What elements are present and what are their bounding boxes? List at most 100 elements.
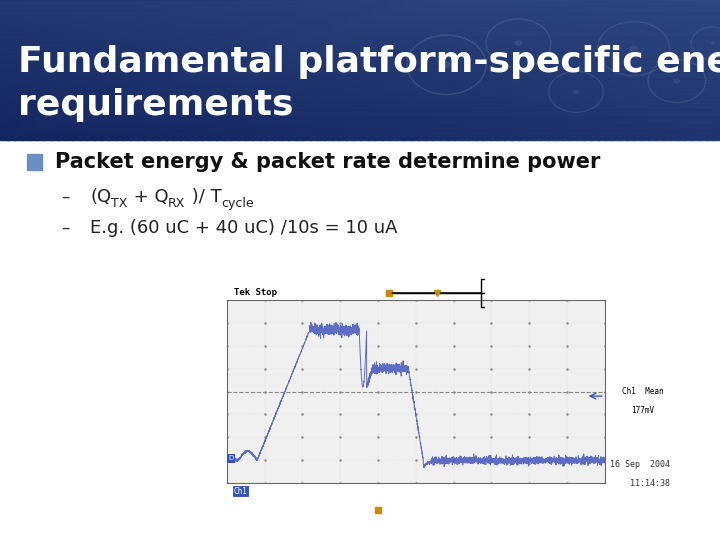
Bar bbox=[482, 0, 491, 140]
Bar bbox=[0, 126, 720, 128]
Text: D: D bbox=[229, 455, 234, 461]
Bar bbox=[0, 85, 720, 87]
Bar bbox=[0, 137, 720, 139]
Bar bbox=[353, 0, 361, 140]
Bar bbox=[180, 0, 189, 140]
Bar bbox=[526, 0, 534, 140]
Bar bbox=[655, 0, 664, 140]
Bar bbox=[166, 0, 174, 140]
Bar bbox=[382, 0, 390, 140]
Bar bbox=[461, 0, 469, 140]
Bar bbox=[468, 0, 477, 140]
Bar bbox=[0, 89, 720, 91]
Bar bbox=[36, 0, 45, 140]
Bar bbox=[0, 103, 720, 105]
Text: Fundamental platform-specific energy: Fundamental platform-specific energy bbox=[18, 45, 720, 79]
Bar bbox=[202, 0, 210, 140]
Circle shape bbox=[710, 41, 716, 45]
Circle shape bbox=[515, 40, 522, 46]
Bar bbox=[691, 0, 700, 140]
Bar bbox=[0, 14, 720, 16]
Text: A  Ch1  /  118mV: A Ch1 / 118mV bbox=[465, 487, 539, 496]
Bar bbox=[439, 0, 448, 140]
Bar bbox=[187, 0, 196, 140]
Bar bbox=[0, 86, 720, 89]
Bar bbox=[0, 106, 720, 108]
Bar bbox=[0, 50, 720, 52]
Bar bbox=[0, 68, 720, 70]
Text: Ch1: Ch1 bbox=[233, 487, 248, 496]
Bar bbox=[338, 0, 347, 140]
Bar bbox=[0, 78, 720, 80]
Bar bbox=[396, 0, 405, 140]
Bar bbox=[0, 16, 720, 18]
Bar bbox=[0, 120, 720, 122]
Bar bbox=[317, 0, 325, 140]
Bar bbox=[0, 84, 720, 86]
Bar bbox=[0, 30, 720, 32]
Bar bbox=[230, 0, 239, 140]
Bar bbox=[0, 37, 720, 39]
Bar bbox=[0, 56, 720, 58]
Bar bbox=[511, 0, 520, 140]
Bar bbox=[0, 91, 720, 93]
Bar bbox=[0, 71, 720, 73]
Bar bbox=[533, 0, 541, 140]
Bar bbox=[266, 0, 275, 140]
Bar bbox=[0, 32, 720, 33]
Bar bbox=[0, 42, 720, 44]
Bar bbox=[0, 79, 720, 82]
Bar bbox=[245, 0, 253, 140]
Bar bbox=[540, 0, 549, 140]
Bar bbox=[79, 0, 88, 140]
Bar bbox=[619, 0, 628, 140]
Bar bbox=[0, 114, 720, 117]
Bar bbox=[0, 74, 720, 76]
Bar bbox=[475, 0, 484, 140]
Bar bbox=[0, 54, 720, 56]
Bar bbox=[0, 0, 720, 2]
Bar bbox=[295, 0, 304, 140]
Bar bbox=[94, 0, 102, 140]
Bar bbox=[0, 75, 720, 77]
Bar bbox=[122, 0, 131, 140]
Text: –: – bbox=[61, 219, 70, 237]
Bar bbox=[115, 0, 124, 140]
Bar bbox=[0, 15, 720, 17]
Bar bbox=[14, 0, 23, 140]
Bar bbox=[0, 72, 720, 75]
Bar bbox=[0, 109, 720, 111]
Bar bbox=[0, 93, 720, 96]
Text: 11:14:38: 11:14:38 bbox=[629, 479, 670, 488]
Bar bbox=[0, 123, 720, 125]
Bar bbox=[0, 70, 720, 72]
Bar bbox=[684, 0, 693, 140]
Bar bbox=[209, 0, 217, 140]
Circle shape bbox=[629, 45, 638, 52]
Bar bbox=[0, 46, 720, 48]
Bar bbox=[0, 67, 720, 69]
Bar bbox=[0, 92, 720, 94]
Bar bbox=[0, 100, 720, 103]
Bar bbox=[0, 107, 720, 110]
Bar bbox=[310, 0, 318, 140]
Bar bbox=[7, 0, 16, 140]
Bar bbox=[101, 0, 109, 140]
Text: 177mV: 177mV bbox=[631, 406, 654, 415]
Bar bbox=[0, 2, 720, 4]
Bar bbox=[0, 12, 720, 14]
Bar bbox=[0, 138, 720, 140]
Bar bbox=[288, 0, 297, 140]
Bar bbox=[389, 0, 397, 140]
Bar bbox=[27, 154, 42, 170]
Text: Packet energy & packet rate determine power: Packet energy & packet rate determine po… bbox=[55, 152, 600, 172]
Bar bbox=[0, 130, 720, 132]
Bar bbox=[0, 8, 720, 10]
Bar bbox=[29, 0, 37, 140]
Bar bbox=[0, 19, 720, 21]
Bar bbox=[504, 0, 513, 140]
Bar bbox=[0, 43, 720, 45]
Bar bbox=[238, 0, 246, 140]
Bar bbox=[518, 0, 527, 140]
Bar bbox=[0, 29, 720, 31]
